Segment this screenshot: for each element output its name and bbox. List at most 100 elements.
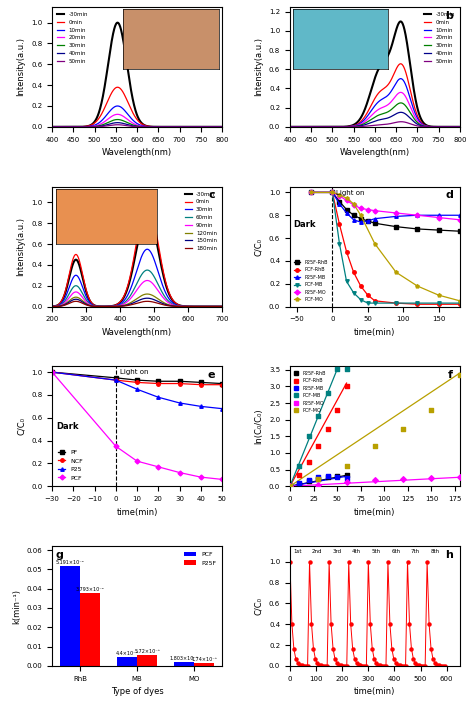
20min (127, 116, 132, 125)
0min (163, 123, 169, 131)
PCF (198, 473, 204, 482)
PCF-MO (436, 291, 441, 299)
Text: Dark: Dark (56, 422, 79, 431)
150min (93, 302, 99, 311)
-30min (79, 123, 85, 131)
PCF (155, 463, 161, 471)
PF (219, 379, 225, 388)
Point (371, 474, 379, 485)
PCF-MB (457, 299, 463, 307)
PCF-MB (372, 299, 378, 307)
30min (150, 123, 155, 131)
50min (163, 123, 169, 131)
10min (177, 123, 183, 131)
0min (127, 101, 132, 109)
50min (387, 119, 393, 128)
P25F-MO (337, 191, 342, 200)
X-axis label: Wavelength(nm): Wavelength(nm) (102, 148, 172, 157)
30min (163, 123, 169, 131)
Point (333, 364, 341, 375)
30min (415, 119, 421, 128)
P25F-RhB (337, 198, 342, 206)
150min (126, 300, 132, 308)
30min (387, 107, 393, 115)
Line: -30min: -30min (52, 22, 222, 127)
10min (115, 102, 120, 110)
Text: 4.4×10⁻³: 4.4×10⁻³ (116, 651, 138, 656)
Y-axis label: Intensity(a.u.): Intensity(a.u.) (17, 37, 26, 97)
40min (415, 121, 421, 129)
PCF-MO (344, 194, 349, 203)
-30min (177, 123, 183, 131)
P25F-MO (358, 204, 364, 212)
Y-axis label: Intensity(a.u.): Intensity(a.u.) (17, 217, 26, 276)
Text: 1st: 1st (293, 550, 302, 554)
P25 (134, 385, 140, 393)
PCF-MB (351, 289, 356, 297)
50min (415, 122, 421, 130)
50min (364, 122, 370, 130)
P25F-MB (393, 212, 399, 221)
-30min (415, 107, 421, 115)
PCF-MB (358, 296, 364, 304)
150min (219, 302, 225, 311)
Line: PCF-MO: PCF-MO (310, 191, 462, 303)
120min (219, 302, 225, 311)
-30min (144, 209, 150, 217)
Line: PCF-MB: PCF-MB (310, 191, 462, 305)
NCF (155, 379, 161, 388)
60min (219, 302, 225, 311)
Y-axis label: ln(C₀/C₀): ln(C₀/C₀) (255, 409, 264, 444)
150min (144, 294, 150, 302)
Line: P25: P25 (50, 370, 224, 410)
Line: P25F-RhB: P25F-RhB (310, 191, 462, 233)
10min (317, 123, 323, 131)
Text: b: b (445, 11, 453, 20)
10min (398, 74, 404, 83)
50min (287, 123, 293, 131)
-30min (387, 46, 393, 55)
P25F-MB (329, 189, 335, 197)
60min (79, 289, 85, 297)
30min (317, 123, 323, 131)
Line: NCF: NCF (50, 370, 224, 386)
P25F-RhB (365, 217, 371, 225)
10min (364, 113, 370, 121)
Text: 2nd: 2nd (312, 550, 323, 554)
50min (115, 121, 120, 129)
PCF-RhB (414, 300, 420, 308)
Point (314, 441, 322, 452)
Point (296, 478, 303, 489)
PF (177, 377, 182, 386)
Text: d: d (445, 190, 453, 200)
P25F-MO (329, 189, 335, 197)
-30min (219, 302, 225, 311)
Legend: -30min, 0min, 10min, 20min, 30min, 40min, 50min: -30min, 0min, 10min, 20min, 30min, 40min… (55, 10, 90, 66)
40min (287, 123, 293, 131)
P25F-RhB (308, 189, 314, 197)
180min (93, 302, 99, 311)
-30min (163, 123, 169, 131)
PCF-RhB (393, 299, 399, 307)
Bar (80, 592, 100, 666)
Line: -30min: -30min (290, 22, 460, 127)
P25F-MO (365, 205, 371, 214)
NCF (177, 379, 182, 388)
180min (177, 302, 183, 311)
Point (324, 423, 331, 435)
-30min (177, 301, 183, 310)
Line: 40min: 40min (290, 112, 460, 127)
Line: 50min: 50min (290, 122, 460, 127)
Bar (194, 662, 214, 666)
30min (163, 289, 169, 297)
0min (150, 210, 155, 218)
180min (49, 302, 55, 311)
Text: 7th: 7th (411, 550, 420, 554)
Text: 8th: 8th (430, 550, 439, 554)
PCF-MO (414, 282, 420, 290)
0min (415, 113, 421, 121)
150min (163, 301, 169, 309)
40min (79, 123, 85, 131)
Line: 0min: 0min (52, 203, 222, 306)
PF (155, 377, 161, 386)
